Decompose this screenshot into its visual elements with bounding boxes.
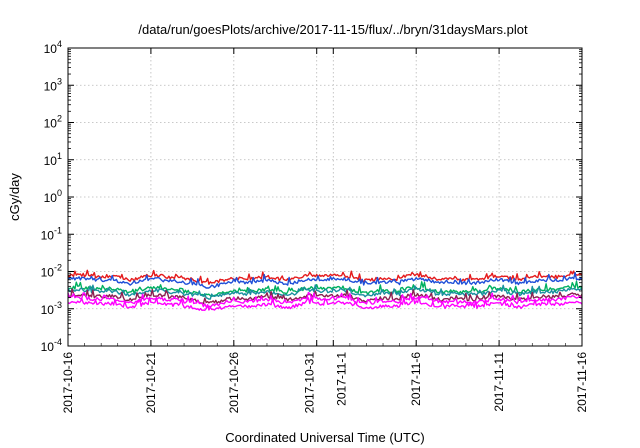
y-axis: 10-4 10-3 10-2 10-1 100 101 102 103 104 [41, 39, 582, 354]
y-tick-label: 10-4 [41, 337, 62, 354]
y-tick-label: 10-2 [41, 263, 62, 280]
y-axis-label: cGy/day [7, 173, 22, 221]
series-line [67, 269, 583, 285]
x-tick-label: 2017-10-16 [61, 352, 75, 414]
series-line [67, 284, 583, 300]
series-line [67, 296, 583, 311]
x-tick-label: 2017-10-21 [144, 352, 158, 414]
y-tick-label: 103 [44, 76, 62, 93]
series-line [67, 288, 583, 305]
x-axis-label: Coordinated Universal Time (UTC) [225, 430, 424, 445]
x-tick-label: 2017-11-6 [409, 352, 423, 406]
x-tick-label: 2017-10-31 [303, 352, 317, 414]
y-tick-label: 101 [44, 151, 62, 168]
y-tick-label: 102 [44, 114, 62, 131]
y-tick-label: 10-3 [41, 300, 62, 317]
x-axis: 2017-10-16 2017-10-21 2017-10-26 2017-10-31… [61, 48, 589, 413]
x-tick-label: 2017-11-11 [492, 352, 506, 412]
x-tick-label: 2017-11-1 [334, 352, 348, 406]
y-tick-label: 10-1 [41, 225, 62, 242]
y-tick-label: 104 [44, 39, 62, 56]
series-line [67, 271, 583, 289]
series-lines [67, 269, 583, 311]
y-tick-label: 100 [44, 188, 62, 205]
chart-title: /data/run/goesPlots/archive/2017-11-15/f… [138, 22, 528, 37]
x-tick-label: 2017-11-16 [575, 352, 589, 413]
x-tick-label: 2017-10-26 [227, 352, 241, 414]
